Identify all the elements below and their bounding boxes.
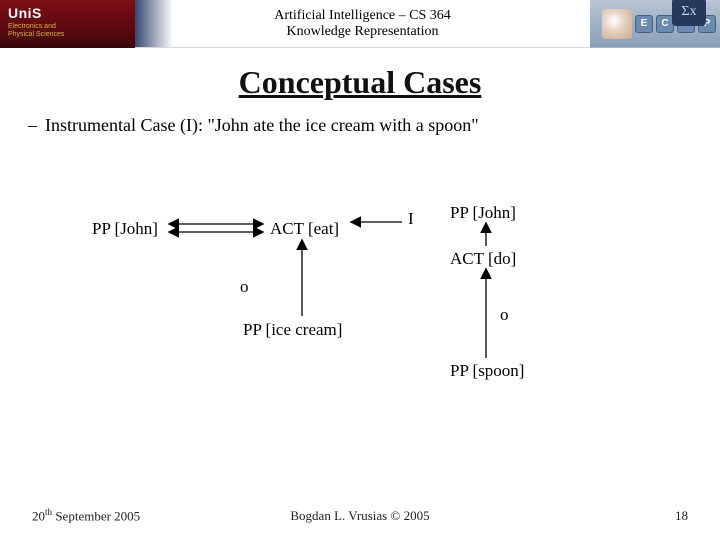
course-title-block: Artificial Intelligence – CS 364 Knowled…	[135, 0, 590, 48]
badge-e: E	[635, 15, 653, 33]
uni-name: UniS	[8, 6, 129, 21]
course-line-1: Artificial Intelligence – CS 364	[274, 8, 451, 24]
node-act-do: ACT [do]	[450, 249, 516, 269]
node-pp-john-left: PP [John]	[92, 219, 158, 239]
node-pp-john-right: PP [John]	[450, 203, 516, 223]
footer-author: Bogdan L. Vrusias © 2005	[0, 508, 720, 524]
bullet-line: –Instrumental Case (I): "John ate the ic…	[28, 115, 720, 136]
node-pp-spoon: PP [spoon]	[450, 361, 524, 381]
node-o-left: o	[240, 277, 249, 297]
sigma-icon: Σх	[672, 0, 706, 26]
node-act-eat: ACT [eat]	[270, 219, 339, 239]
node-o-right: o	[500, 305, 509, 325]
photo-thumb	[602, 9, 632, 39]
bullet-dash: –	[28, 115, 37, 135]
banner-right: Σх E C M P	[590, 0, 720, 48]
uni-logo-block: UniS Electronics and Physical Sciences	[0, 0, 135, 48]
slide-title: Conceptual Cases	[0, 64, 720, 101]
course-line-2: Knowledge Representation	[286, 24, 438, 40]
footer-page: 18	[675, 508, 688, 524]
dept-line-1: Electronics and	[8, 23, 129, 31]
header-banner: UniS Electronics and Physical Sciences A…	[0, 0, 720, 48]
node-pp-icecream: PP [ice cream]	[243, 320, 342, 340]
node-i-label: I	[408, 209, 414, 229]
dept-line-2: Physical Sciences	[8, 31, 129, 39]
bullet-text: Instrumental Case (I): "John ate the ice…	[45, 115, 479, 135]
